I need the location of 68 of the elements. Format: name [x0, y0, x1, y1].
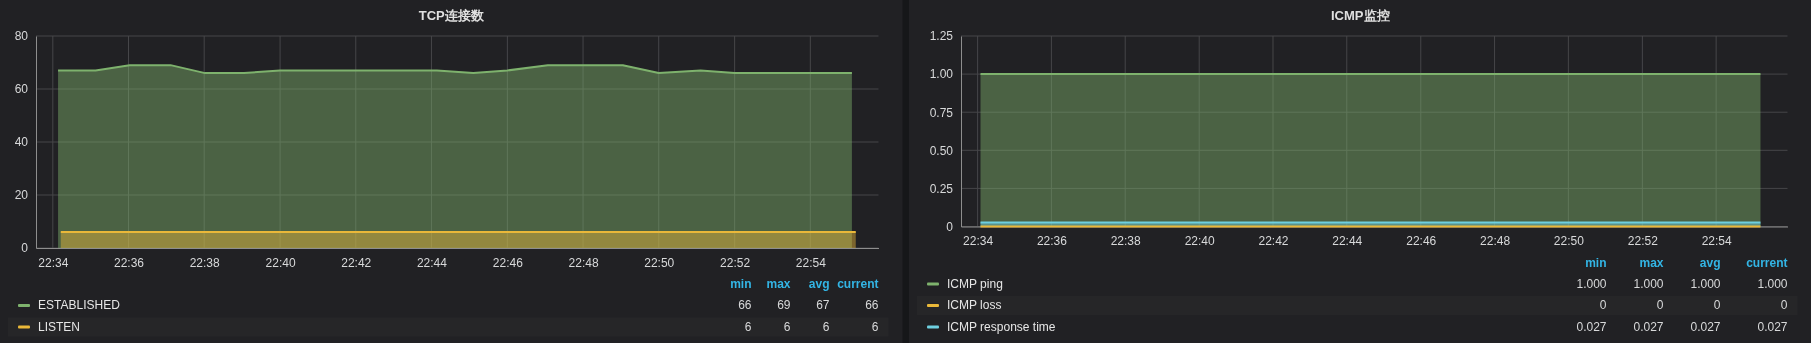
y-tick-label: 0.50: [929, 143, 953, 158]
x-tick-label: 22:48: [568, 255, 599, 270]
x-tick-label: 22:46: [492, 255, 524, 270]
chart-title: TCP连接数: [418, 8, 485, 23]
text: 69: [777, 298, 791, 312]
text: min: [730, 277, 752, 291]
text: max: [766, 277, 791, 291]
text: 1.000: [1632, 276, 1664, 291]
x-tick-label: 22:44: [416, 255, 448, 270]
x-tick-label: 22:52: [1627, 234, 1658, 249]
x-tick-label: 22:50: [644, 255, 675, 270]
x-tick-label: 22:54: [795, 255, 827, 270]
text: 1.000: [1575, 276, 1607, 291]
legend-label: ICMP ping: [946, 276, 1003, 291]
legend-label: ICMP loss: [946, 298, 1001, 312]
x-tick-label: 22:36: [113, 255, 145, 270]
text: 66: [865, 298, 879, 312]
text: current: [1745, 255, 1787, 270]
text: 1.000: [1689, 276, 1721, 291]
y-tick-label: 0.75: [929, 105, 953, 120]
text: 67: [816, 298, 830, 312]
text: 6: [822, 319, 830, 334]
text: 0: [1713, 298, 1721, 312]
text: 1.000: [1756, 276, 1788, 291]
text: 0.027: [1756, 319, 1788, 334]
x-tick-label: 22:42: [341, 255, 372, 270]
x-tick-label: 22:40: [265, 255, 296, 270]
y-tick-label: 0: [21, 241, 29, 256]
x-tick-label: 22:34: [38, 255, 69, 270]
text: 0: [1780, 298, 1788, 312]
y-tick-label: 40: [14, 135, 29, 150]
x-tick-label: 22:36: [1036, 234, 1067, 249]
text: max: [1638, 255, 1664, 270]
legend-label: ESTABLISHED: [38, 298, 121, 312]
y-tick-label: 0.25: [929, 181, 953, 196]
x-tick-label: 22:42: [1257, 234, 1289, 249]
text: avg: [808, 277, 830, 291]
y-tick-label: 20: [14, 188, 29, 203]
x-tick-label: 22:46: [1405, 234, 1437, 249]
text: current: [837, 277, 879, 291]
text: min: [1584, 255, 1606, 270]
text: 6: [783, 319, 791, 334]
y-tick-label: 60: [14, 82, 29, 97]
chart-title: ICMP监控: [1330, 8, 1389, 23]
text: 0: [1599, 298, 1607, 312]
y-tick-label: 0: [945, 219, 953, 234]
text: 6: [744, 319, 752, 334]
text: 0.027: [1689, 319, 1721, 334]
legend-label: ICMP response time: [946, 319, 1056, 334]
text: 0: [1656, 298, 1664, 312]
x-tick-label: 22:34: [962, 234, 993, 249]
x-tick-label: 22:50: [1553, 234, 1584, 249]
x-tick-label: 22:40: [1184, 234, 1215, 249]
x-tick-label: 22:38: [1110, 234, 1141, 249]
x-tick-label: 22:48: [1479, 234, 1510, 249]
x-tick-label: 22:52: [720, 255, 751, 270]
y-tick-label: 1.00: [929, 67, 953, 82]
text: 0.027: [1575, 319, 1607, 334]
text: 66: [738, 298, 752, 312]
text: 6: [871, 319, 879, 334]
text: 0.027: [1632, 319, 1664, 334]
x-tick-label: 22:54: [1701, 234, 1732, 249]
y-tick-label: 1.25: [929, 29, 953, 44]
text: avg: [1699, 255, 1720, 270]
x-tick-label: 22:44: [1331, 234, 1363, 249]
y-tick-label: 80: [14, 29, 29, 44]
x-tick-label: 22:38: [189, 255, 221, 270]
legend-label: LISTEN: [38, 319, 81, 334]
